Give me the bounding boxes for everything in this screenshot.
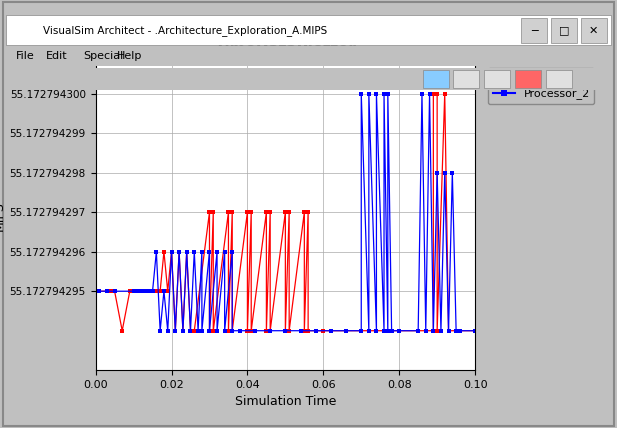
Processor_2 bbox=[157, 328, 164, 333]
Text: ✕: ✕ bbox=[589, 25, 598, 36]
Processor_1 bbox=[429, 91, 437, 96]
X-axis label: Simulation Time: Simulation Time bbox=[234, 395, 336, 408]
Text: Help: Help bbox=[117, 51, 143, 61]
Text: Special: Special bbox=[83, 51, 123, 61]
Processor_2 bbox=[198, 249, 205, 254]
Processor_1 bbox=[175, 249, 183, 254]
Processor_2 bbox=[236, 328, 244, 333]
Processor_2 bbox=[172, 328, 179, 333]
Line: Processor_1: Processor_1 bbox=[94, 92, 477, 333]
Text: VisualSim Architect - .Architecture_Exploration_A.MIPS: VisualSim Architect - .Architecture_Expl… bbox=[43, 25, 328, 36]
Text: □: □ bbox=[558, 25, 569, 36]
Processor_2 bbox=[471, 328, 479, 333]
Text: Edit: Edit bbox=[46, 51, 68, 61]
Processor_1 bbox=[92, 288, 99, 294]
Processor_2 bbox=[92, 288, 99, 294]
Processor_1 bbox=[175, 249, 183, 254]
Processor_1 bbox=[157, 288, 164, 294]
Bar bbox=[20, 17, 31, 29]
Legend: Processor_1, Processor_2: Processor_1, Processor_2 bbox=[488, 68, 595, 104]
Processor_2 bbox=[221, 328, 228, 333]
Processor_1 bbox=[281, 210, 289, 215]
Processor_2 bbox=[141, 288, 149, 294]
Bar bbox=[9, 29, 20, 41]
Processor_2 bbox=[445, 328, 452, 333]
Line: Processor_2: Processor_2 bbox=[94, 92, 477, 333]
Text: File: File bbox=[15, 51, 34, 61]
Processor_2 bbox=[358, 91, 365, 96]
Bar bbox=[20, 29, 31, 41]
Processor_1 bbox=[152, 288, 160, 294]
Y-axis label: MIPS: MIPS bbox=[0, 201, 6, 231]
Processor_1 bbox=[225, 210, 232, 215]
Bar bbox=[9, 17, 20, 29]
Text: ─: ─ bbox=[531, 25, 537, 36]
Processor_1 bbox=[118, 328, 126, 333]
Processor_1 bbox=[471, 328, 479, 333]
Title: TimeDataPlotter: TimeDataPlotter bbox=[215, 42, 356, 57]
